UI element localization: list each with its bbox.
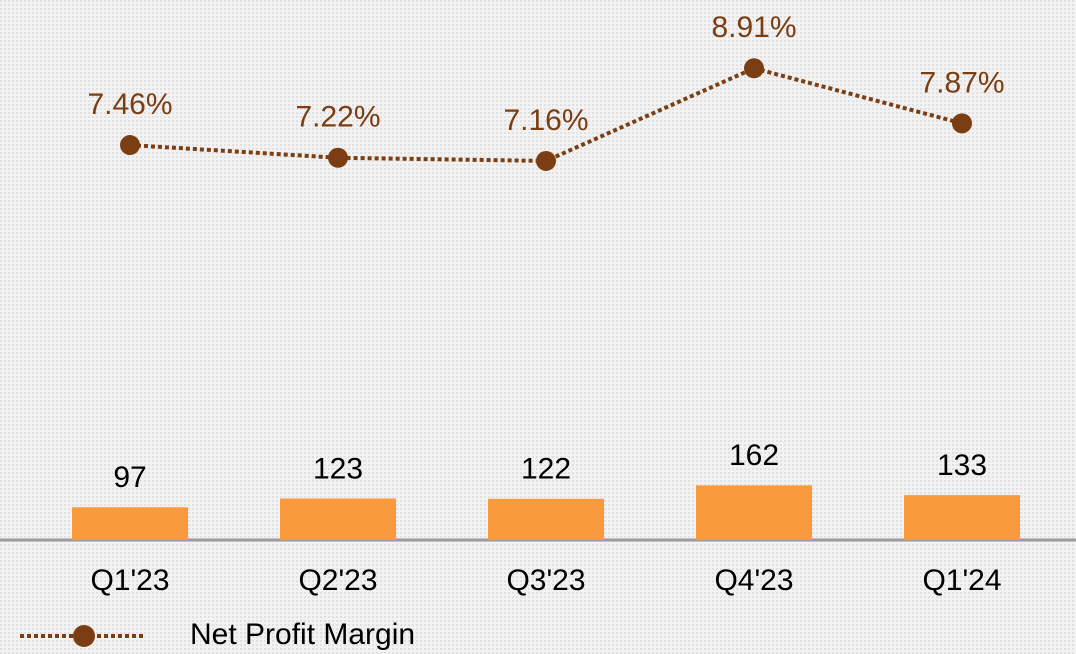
x-tick-label: Q2'23 xyxy=(298,564,377,597)
bar xyxy=(696,485,812,540)
bar-value-label: 123 xyxy=(313,452,363,485)
bar xyxy=(72,507,188,540)
bar xyxy=(904,495,1020,540)
legend-swatch-marker xyxy=(73,625,95,647)
line-value-label: 7.22% xyxy=(295,101,380,134)
line-marker xyxy=(744,58,764,79)
x-tick-label: Q3'23 xyxy=(506,564,585,597)
x-tick-label: Q1'23 xyxy=(90,564,169,597)
line-value-label: 8.91% xyxy=(711,11,796,44)
bar-value-label: 97 xyxy=(113,461,146,494)
bar-value-label: 162 xyxy=(729,439,779,472)
bar-value-label: 122 xyxy=(521,453,571,486)
line-marker xyxy=(120,135,140,156)
line-value-label: 7.87% xyxy=(919,66,1004,99)
bar xyxy=(488,498,604,540)
bar-value-label: 133 xyxy=(937,449,987,482)
line-value-label: 7.16% xyxy=(503,104,588,137)
line-marker xyxy=(328,147,348,168)
x-tick-label: Q1'24 xyxy=(922,564,1001,597)
legend-label: Net Profit Margin xyxy=(190,618,415,651)
bar xyxy=(280,498,396,540)
x-tick-label: Q4'23 xyxy=(714,564,793,597)
line-marker xyxy=(536,150,556,171)
line-marker xyxy=(952,113,972,134)
line-value-label: 7.46% xyxy=(87,88,172,121)
